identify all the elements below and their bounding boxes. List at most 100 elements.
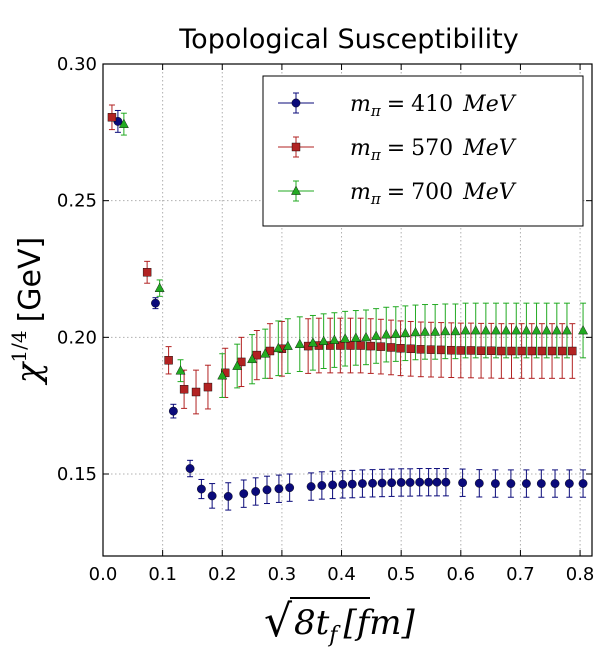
legend-unit: MeV (462, 136, 517, 161)
legend-entry: mπ = 570 MeV (278, 136, 517, 164)
x-label-main: 8tf [fm] (294, 603, 416, 648)
data-point (164, 356, 173, 365)
data-point (517, 346, 526, 356)
y-label-exponent: 1/4 (7, 330, 31, 362)
data-point (557, 346, 567, 356)
legend-label: mπ = 410 MeV (350, 92, 517, 120)
legend-unit: MeV (462, 92, 517, 117)
x-tick-label: 0.1 (148, 564, 177, 585)
data-point (405, 478, 415, 487)
data-point (474, 478, 484, 488)
legend-num: 570 (411, 136, 453, 161)
data-point (456, 346, 466, 355)
data-point (361, 331, 371, 342)
data-point (466, 346, 476, 355)
data-point (420, 326, 430, 336)
data-point (251, 487, 261, 496)
data-point (440, 325, 451, 336)
legend-eq: = (387, 92, 405, 117)
data-point (273, 342, 284, 353)
data-point (550, 479, 560, 488)
data-point (118, 118, 129, 128)
x-label-radicand: 8t (294, 603, 330, 643)
data-point (406, 344, 415, 354)
legend-sub: π (370, 190, 382, 208)
data-point (154, 282, 165, 292)
data-point (396, 478, 406, 487)
legend-label: mπ = 570 MeV (350, 136, 517, 164)
data-point (347, 479, 357, 489)
data-point (521, 325, 532, 335)
data-point (232, 360, 243, 370)
data-point (480, 325, 491, 335)
data-point (107, 113, 117, 122)
data-point (260, 348, 271, 358)
legend-m: m (350, 180, 371, 205)
data-point (447, 345, 456, 355)
x-axis-label: √ 8tf [fm] (264, 596, 416, 648)
data-point (501, 325, 512, 335)
x-tick-label: 0.7 (506, 564, 535, 585)
data-point (497, 346, 506, 356)
data-point (564, 479, 574, 488)
legend-marker (291, 185, 301, 195)
data-point (390, 328, 401, 338)
data-point (415, 477, 425, 487)
data-point (522, 479, 531, 488)
data-point (426, 345, 436, 354)
y-tick-label: 0.20 (57, 327, 97, 348)
data-point (387, 478, 397, 488)
data-point (568, 346, 577, 356)
legend-eq: = (387, 180, 405, 205)
y-tick-label: 0.25 (57, 191, 97, 212)
data-point (541, 325, 552, 335)
series-circle (113, 109, 588, 511)
data-point (318, 335, 329, 345)
data-point (358, 479, 367, 488)
data-point (151, 298, 160, 308)
legend-entry: mπ = 700 MeV (278, 180, 517, 208)
data-point (285, 483, 295, 493)
data-point (430, 326, 441, 336)
data-point (371, 330, 382, 340)
data-point (274, 484, 284, 494)
data-point (252, 350, 262, 360)
legend-num: 700 (411, 180, 453, 205)
data-point (203, 382, 213, 392)
data-point (396, 344, 405, 353)
data-point (356, 341, 365, 350)
series-triangle (118, 112, 588, 398)
y-label-chi: χ (9, 360, 49, 385)
data-point (328, 480, 337, 490)
data-point (490, 479, 500, 488)
data-point (436, 345, 446, 355)
data-point (168, 406, 178, 416)
series-square (107, 104, 577, 415)
x-tick-label: 0.6 (446, 564, 475, 585)
data-point (223, 492, 233, 501)
data-point (381, 329, 392, 339)
data-point (307, 337, 318, 347)
data-point (317, 481, 327, 490)
data-point (340, 333, 351, 343)
data-point (185, 464, 195, 473)
data-point (551, 325, 562, 335)
legend-entry: mπ = 410 MeV (278, 92, 517, 120)
plot-frame (102, 63, 593, 557)
data-point (329, 334, 340, 344)
data-point (191, 387, 201, 397)
data-point (531, 325, 542, 335)
data-point (562, 325, 572, 335)
data-point (207, 491, 217, 501)
data-point (506, 479, 516, 488)
data-point (424, 477, 434, 487)
data-point (416, 345, 426, 354)
data-point (432, 477, 442, 487)
data-point (142, 268, 152, 277)
data-point (450, 325, 461, 336)
chart-title: Topological Susceptibility (178, 24, 518, 55)
data-point (294, 338, 305, 348)
data-point (338, 479, 348, 489)
